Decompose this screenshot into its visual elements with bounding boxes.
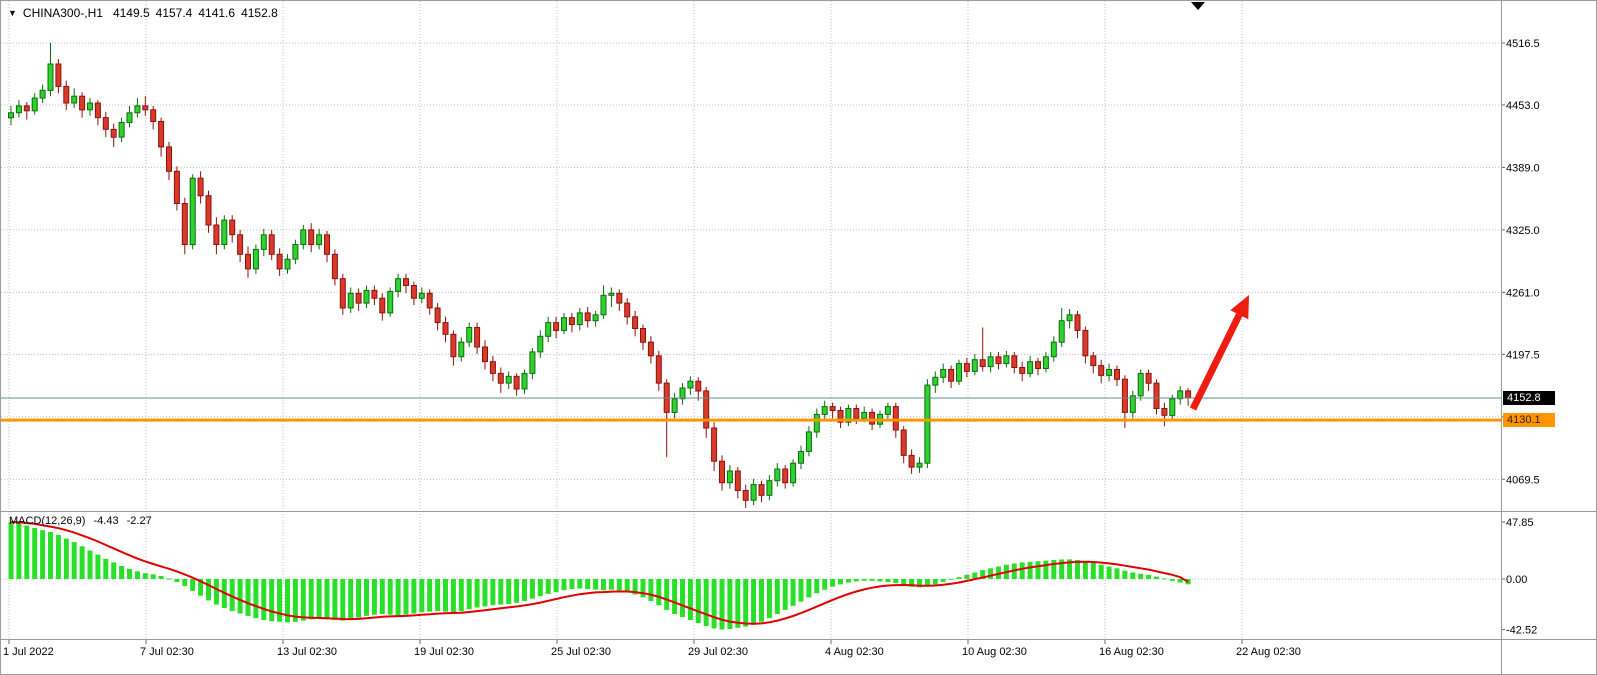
symbol-dropdown-icon[interactable]: ▼ — [8, 8, 17, 18]
time-axis-label: 19 Jul 02:30 — [414, 646, 474, 658]
time-axis-label: 1 Jul 2022 — [3, 646, 54, 658]
symbol-info-bar: ▼ CHINA300-,H1 4149.5 4157.4 4141.6 4152… — [8, 6, 284, 20]
price-axis-label: 4389.0 — [1506, 162, 1540, 174]
price-axis[interactable] — [1501, 1, 1597, 639]
trend-arrow[interactable] — [1189, 295, 1249, 411]
indicator-value: -4.43 — [93, 515, 119, 527]
time-axis-label: 22 Aug 02:30 — [1236, 646, 1301, 658]
macd-axis-label: 47.85 — [1506, 517, 1534, 529]
time-axis[interactable] — [1, 640, 1597, 675]
ohlc-close: 4152.8 — [241, 6, 278, 20]
indicator-info-bar: MACD(12,26,9) -4.43 -2.27 — [9, 515, 157, 527]
macd-axis-label: 0.00 — [1506, 574, 1527, 586]
price-axis-label: 4069.5 — [1506, 474, 1540, 486]
time-axis-label: 4 Aug 02:30 — [825, 646, 884, 658]
grid-layer — [1, 1, 1501, 639]
symbol-title: CHINA300-,H1 — [22, 6, 103, 20]
time-axis-label: 16 Aug 02:30 — [1099, 646, 1164, 658]
indicator-name: MACD(12,26,9) — [9, 515, 86, 527]
indicator-signal-value: -2.27 — [126, 515, 152, 527]
time-axis-label: 29 Jul 02:30 — [688, 646, 748, 658]
hline-price-badge: 4130.1 — [1503, 413, 1555, 427]
time-axis-label: 10 Aug 02:30 — [962, 646, 1027, 658]
time-axis-label: 7 Jul 02:30 — [140, 646, 194, 658]
axis-ticks — [8, 42, 1505, 644]
price-axis-label: 4197.5 — [1506, 349, 1540, 361]
price-axis-label: 4516.5 — [1506, 38, 1540, 50]
current-price-badge: 4152.8 — [1503, 391, 1555, 405]
ohlc-low: 4141.6 — [198, 6, 236, 20]
ohlc-open: 4149.5 — [112, 6, 150, 20]
ohlc-high: 4157.4 — [155, 6, 193, 20]
time-axis-labels: 1 Jul 2022 7 Jul 02:30 13 Jul 02:30 19 Jul … — [3, 646, 1301, 658]
macd-histogram — [8, 522, 1191, 630]
chart-shift-marker[interactable] — [1191, 2, 1205, 10]
price-axis-label: 4261.0 — [1506, 287, 1540, 299]
macd-axis-label: -42.52 — [1506, 625, 1537, 637]
time-axis-label: 25 Jul 02:30 — [551, 646, 611, 658]
price-axis-label: 4325.0 — [1506, 225, 1540, 237]
time-axis-label: 13 Jul 02:30 — [277, 646, 337, 658]
price-axis-label: 4453.0 — [1506, 100, 1540, 112]
candles-layer — [8, 43, 1192, 509]
macd-signal-line — [10, 520, 1189, 625]
